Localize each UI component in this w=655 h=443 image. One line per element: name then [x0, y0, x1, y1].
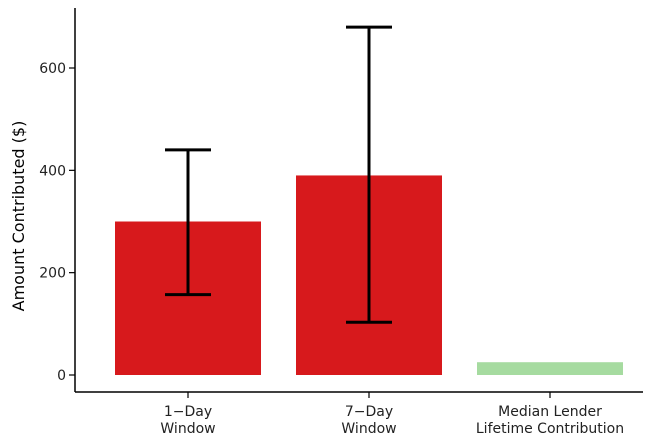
y-tick-label: 400 [39, 163, 66, 179]
x-tick-label: 1−Day [164, 404, 212, 420]
y-axis-title: Amount Contributed ($) [9, 121, 28, 312]
bar [477, 362, 623, 375]
x-tick-label: Median Lender [498, 404, 602, 420]
y-tick-label: 600 [39, 61, 66, 77]
x-tick-label: 7−Day [345, 404, 393, 420]
y-tick-label: 0 [57, 368, 66, 384]
x-tick-label: Window [160, 421, 215, 437]
x-tick-label: Window [341, 421, 396, 437]
x-tick-label: Lifetime Contribution [476, 421, 624, 437]
y-tick-label: 200 [39, 266, 66, 282]
